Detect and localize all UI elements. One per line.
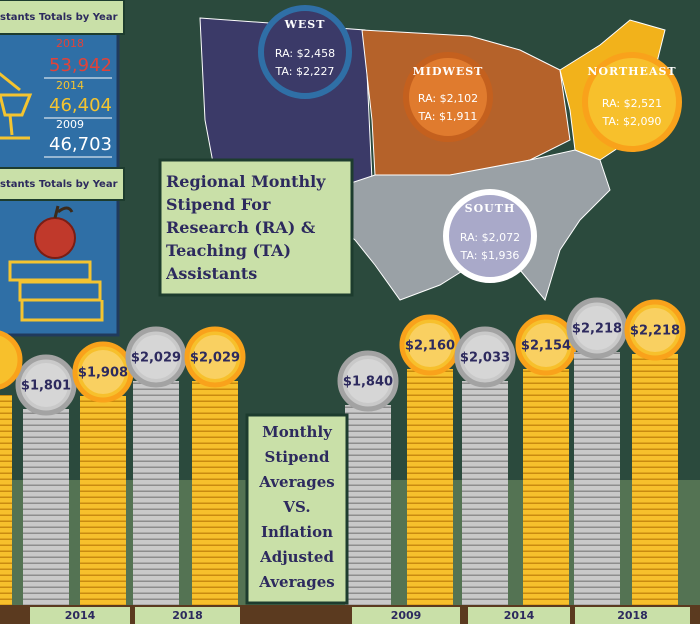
apple bbox=[34, 217, 76, 259]
year-box bbox=[30, 607, 130, 624]
header-box bbox=[0, 167, 125, 201]
coin-face bbox=[408, 323, 452, 367]
coin-face bbox=[24, 363, 68, 407]
total-value: 46,703 bbox=[49, 134, 112, 155]
stipend-title-box bbox=[245, 413, 349, 605]
coin-stack bbox=[523, 369, 569, 605]
region-ra: RA: $2,521 bbox=[602, 97, 662, 110]
coin bbox=[624, 299, 686, 361]
coin-value: $1,840 bbox=[343, 375, 393, 390]
coin-value: $2,154 bbox=[521, 339, 571, 354]
map-title: Regional Monthly Stipend For Research (R… bbox=[166, 172, 326, 283]
region-badge bbox=[403, 52, 493, 142]
coin-face bbox=[463, 335, 507, 379]
region-ra: RA: $2,458 bbox=[275, 47, 335, 60]
header-box bbox=[0, 0, 125, 35]
region-ta: TA: $2,090 bbox=[602, 115, 662, 128]
region-badge bbox=[258, 5, 352, 99]
year-box bbox=[575, 607, 690, 624]
coin-value: $1,908 bbox=[78, 366, 128, 381]
stipend-title: Monthly Stipend Averages VS. Inflation A… bbox=[259, 423, 335, 591]
coin-stack bbox=[192, 381, 238, 605]
header: stants Totals by Year bbox=[0, 12, 118, 23]
header: stants Totals by Year bbox=[0, 179, 118, 190]
coin-stack bbox=[407, 369, 453, 605]
coin-face bbox=[134, 335, 178, 379]
region-ra: RA: $2,102 bbox=[418, 92, 478, 105]
coin bbox=[454, 326, 516, 388]
year-box bbox=[135, 607, 240, 624]
coin-stack bbox=[574, 352, 620, 605]
total-year: 2009 bbox=[56, 118, 84, 131]
year-label: 2014 bbox=[65, 609, 96, 622]
coin-face bbox=[633, 308, 677, 352]
region-name: SOUTH bbox=[465, 202, 516, 215]
coin-value: $2,029 bbox=[190, 351, 240, 366]
coin-value: $2,029 bbox=[131, 351, 181, 366]
coin-stack bbox=[462, 381, 508, 605]
coin bbox=[0, 330, 23, 390]
region-ta: TA: $2,227 bbox=[275, 65, 335, 78]
coin-face bbox=[575, 306, 619, 350]
year-label: 2014 bbox=[504, 609, 535, 622]
region-name: MIDWEST bbox=[413, 65, 484, 78]
coin-stack bbox=[0, 395, 12, 605]
region-badge bbox=[443, 189, 537, 283]
coin-face bbox=[193, 335, 237, 379]
coin-face bbox=[346, 359, 390, 403]
coin-value: $2,160 bbox=[405, 339, 455, 354]
coin-value: $2,033 bbox=[460, 351, 510, 366]
coin-stack bbox=[23, 409, 69, 605]
total-year: 2018 bbox=[56, 37, 84, 50]
coin bbox=[337, 350, 399, 412]
icon bbox=[0, 72, 104, 322]
coin bbox=[15, 354, 77, 416]
year-box bbox=[468, 607, 570, 624]
region-name: NORTHEAST bbox=[587, 65, 676, 78]
coin-value: $2,218 bbox=[572, 322, 622, 337]
total-value: 46,404 bbox=[49, 95, 112, 116]
total-value: 53,942 bbox=[49, 55, 112, 76]
total-year: 2014 bbox=[56, 79, 84, 92]
apple-stem bbox=[53, 205, 74, 219]
coin bbox=[184, 326, 246, 388]
year-label: 2018 bbox=[617, 609, 648, 622]
coin-face bbox=[81, 350, 125, 394]
map-title-wrap: Regional Monthly Stipend For Research (R… bbox=[166, 172, 326, 283]
coin bbox=[125, 326, 187, 388]
coin-stack bbox=[345, 405, 391, 605]
year-label: 2018 bbox=[172, 609, 203, 622]
region-badge bbox=[582, 52, 682, 152]
coin-face bbox=[524, 323, 568, 367]
coin-stack bbox=[632, 354, 678, 605]
region-ra: RA: $2,072 bbox=[460, 231, 520, 244]
region-name: WEST bbox=[284, 18, 326, 31]
year-label: 2009 bbox=[391, 609, 422, 622]
year-box bbox=[352, 607, 460, 624]
map-title-box bbox=[158, 158, 354, 297]
coin-value: $2,218 bbox=[630, 324, 680, 339]
stipend-title-wrap: Monthly Stipend Averages VS. Inflation A… bbox=[259, 423, 335, 591]
region-ta: TA: $1,936 bbox=[460, 249, 520, 262]
coin-stack bbox=[133, 381, 179, 605]
region-ta: TA: $1,911 bbox=[418, 110, 478, 123]
coin-stack bbox=[80, 396, 126, 605]
coin-value: $1,801 bbox=[21, 379, 71, 394]
